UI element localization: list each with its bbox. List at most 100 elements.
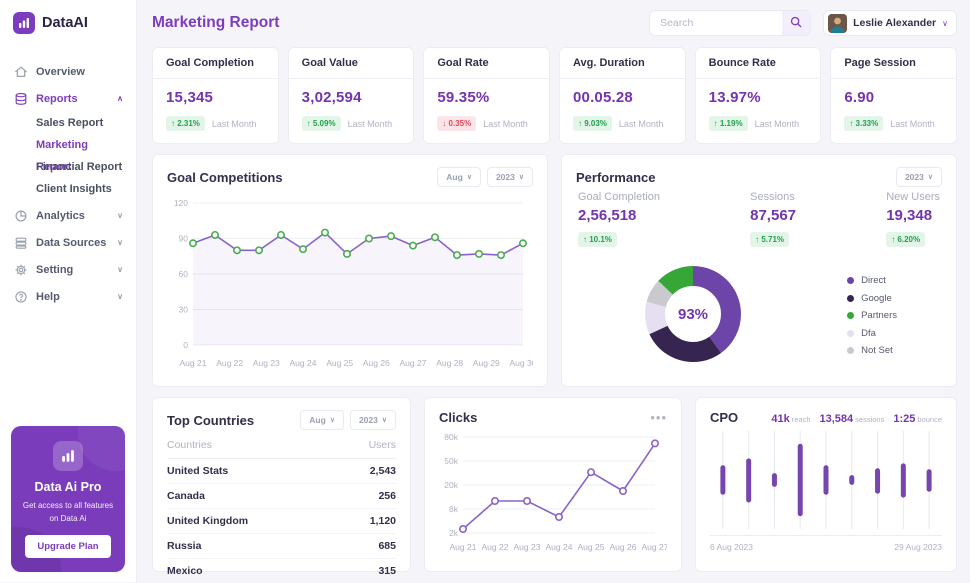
kpi-title: Page Session: [831, 48, 956, 79]
cpo-date-range: 6 Aug 2023 29 Aug 2023: [710, 535, 942, 552]
kpi-period: Last Month: [212, 119, 257, 129]
legend-item-google[interactable]: Google: [847, 293, 897, 304]
kpi-value: 6.90: [844, 89, 943, 106]
svg-text:Aug 29: Aug 29: [473, 358, 500, 368]
country-users: 2,543: [338, 459, 396, 484]
month-filter-value: Aug: [446, 172, 463, 182]
panel-title: Performance: [576, 170, 655, 185]
sidebar-item-setting[interactable]: Setting ∨: [13, 256, 123, 283]
sidebar-item-overview[interactable]: Overview: [13, 58, 123, 85]
year-filter-value: 2023: [496, 172, 515, 182]
month-filter-value: Aug: [309, 415, 326, 425]
stat-label: Sessions: [750, 191, 796, 203]
month-filter-dropdown[interactable]: Aug ∨: [300, 410, 344, 430]
chevron-down-icon: ∨: [117, 265, 123, 274]
traffic-donut-chart: 93%: [634, 255, 752, 376]
country-name: Russia: [167, 534, 338, 559]
svg-text:60: 60: [179, 269, 189, 279]
year-filter-dropdown[interactable]: 2023 ∨: [350, 410, 396, 430]
change-badge: ↑ 5.09%: [302, 116, 341, 131]
svg-text:Aug 30: Aug 30: [510, 358, 533, 368]
kpi-value: 00.05.28: [573, 89, 672, 106]
kpi-value: 3,02,594: [302, 89, 401, 106]
chevron-down-icon: ∨: [928, 173, 933, 181]
stat-label: Goal Completion: [578, 191, 660, 203]
year-filter-value: 2023: [905, 172, 924, 182]
bar-chart-icon: [53, 441, 83, 471]
start-date: 6 Aug 2023: [710, 542, 753, 552]
kpi-card-page-session: Page Session 6.90 ↑ 3.33% Last Month: [830, 47, 957, 144]
country-users: 1,120: [338, 509, 396, 534]
column-header-countries: Countries: [167, 434, 338, 459]
sidebar-item-data-sources[interactable]: Data Sources ∨: [13, 229, 123, 256]
svg-text:30: 30: [179, 305, 189, 315]
sidebar-subitem-financial-report[interactable]: Financial Report: [36, 156, 123, 178]
svg-text:Aug 27: Aug 27: [400, 358, 427, 368]
change-badge: ↑ 9.03%: [573, 116, 612, 131]
legend-item-direct[interactable]: Direct: [847, 275, 897, 286]
sidebar-item-help[interactable]: Help ∨: [13, 283, 123, 310]
kpi-period: Last Month: [890, 119, 935, 129]
donut-legend: Direct Google Partners Dfa Not Set: [847, 275, 897, 356]
sidebar-subitem-marketing-report[interactable]: Marketing Report: [36, 134, 123, 156]
search-button[interactable]: [782, 10, 810, 36]
svg-text:Aug 28: Aug 28: [436, 358, 463, 368]
sidebar-item-label: Setting: [36, 264, 73, 276]
legend-item-dfa[interactable]: Dfa: [847, 328, 897, 339]
chevron-down-icon: ∨: [942, 19, 948, 28]
svg-text:90: 90: [179, 234, 189, 244]
top-countries-panel: Top Countries Aug ∨ 2023 ∨: [152, 397, 411, 572]
sidebar-item-reports[interactable]: Reports ∧: [13, 85, 123, 112]
legend-item-not-set[interactable]: Not Set: [847, 345, 897, 356]
svg-text:Aug 23: Aug 23: [253, 358, 280, 368]
upgrade-plan-button[interactable]: Upgrade Plan: [25, 535, 111, 558]
svg-text:Aug 22: Aug 22: [482, 542, 509, 552]
kpi-title: Goal Rate: [424, 48, 549, 79]
search-icon: [790, 16, 802, 31]
user-menu[interactable]: Leslie Alexander ∨: [823, 10, 957, 36]
country-users: 685: [338, 534, 396, 559]
year-filter-dropdown[interactable]: 2023 ∨: [896, 167, 942, 187]
kpi-title: Goal Completion: [153, 48, 278, 79]
kpi-card-bounce-rate: Bounce Rate 13.97% ↑ 1.19% Last Month: [695, 47, 822, 144]
database-icon: [13, 235, 28, 250]
month-filter-dropdown[interactable]: Aug ∨: [437, 167, 481, 187]
search-input[interactable]: [650, 17, 782, 29]
brand-logo[interactable]: DataAI: [0, 12, 136, 34]
stat-goal-completion: Goal Completion 2,56,518 ↑ 10.1%: [578, 191, 660, 247]
sidebar-item-label: Analytics: [36, 210, 85, 222]
page-title: Marketing Report: [152, 14, 279, 32]
upgrade-promo-card: Data Ai Pro Get access to all features o…: [11, 426, 125, 572]
sidebar-item-analytics[interactable]: Analytics ∨: [13, 202, 123, 229]
sidebar-subitem-sales-report[interactable]: Sales Report: [36, 112, 123, 134]
kpi-value: 59.35%: [437, 89, 536, 106]
legend-item-partners[interactable]: Partners: [847, 310, 897, 321]
svg-text:Aug 24: Aug 24: [290, 358, 317, 368]
svg-text:2k: 2k: [449, 528, 459, 538]
more-options-icon[interactable]: •••: [650, 413, 667, 423]
chevron-down-icon: ∨: [330, 416, 335, 424]
country-name: Mexico: [167, 559, 338, 583]
kpi-title: Bounce Rate: [696, 48, 821, 79]
svg-text:0: 0: [183, 340, 188, 350]
sidebar-item-label: Help: [36, 291, 60, 303]
chevron-down-icon: ∨: [117, 211, 123, 220]
year-filter-dropdown[interactable]: 2023 ∨: [487, 167, 533, 187]
sidebar-subitem-client-insights[interactable]: Client Insights: [36, 178, 123, 200]
svg-text:Aug 27: Aug 27: [642, 542, 667, 552]
change-badge: ↑ 2.31%: [166, 116, 205, 131]
panel-title: CPO: [710, 410, 738, 425]
